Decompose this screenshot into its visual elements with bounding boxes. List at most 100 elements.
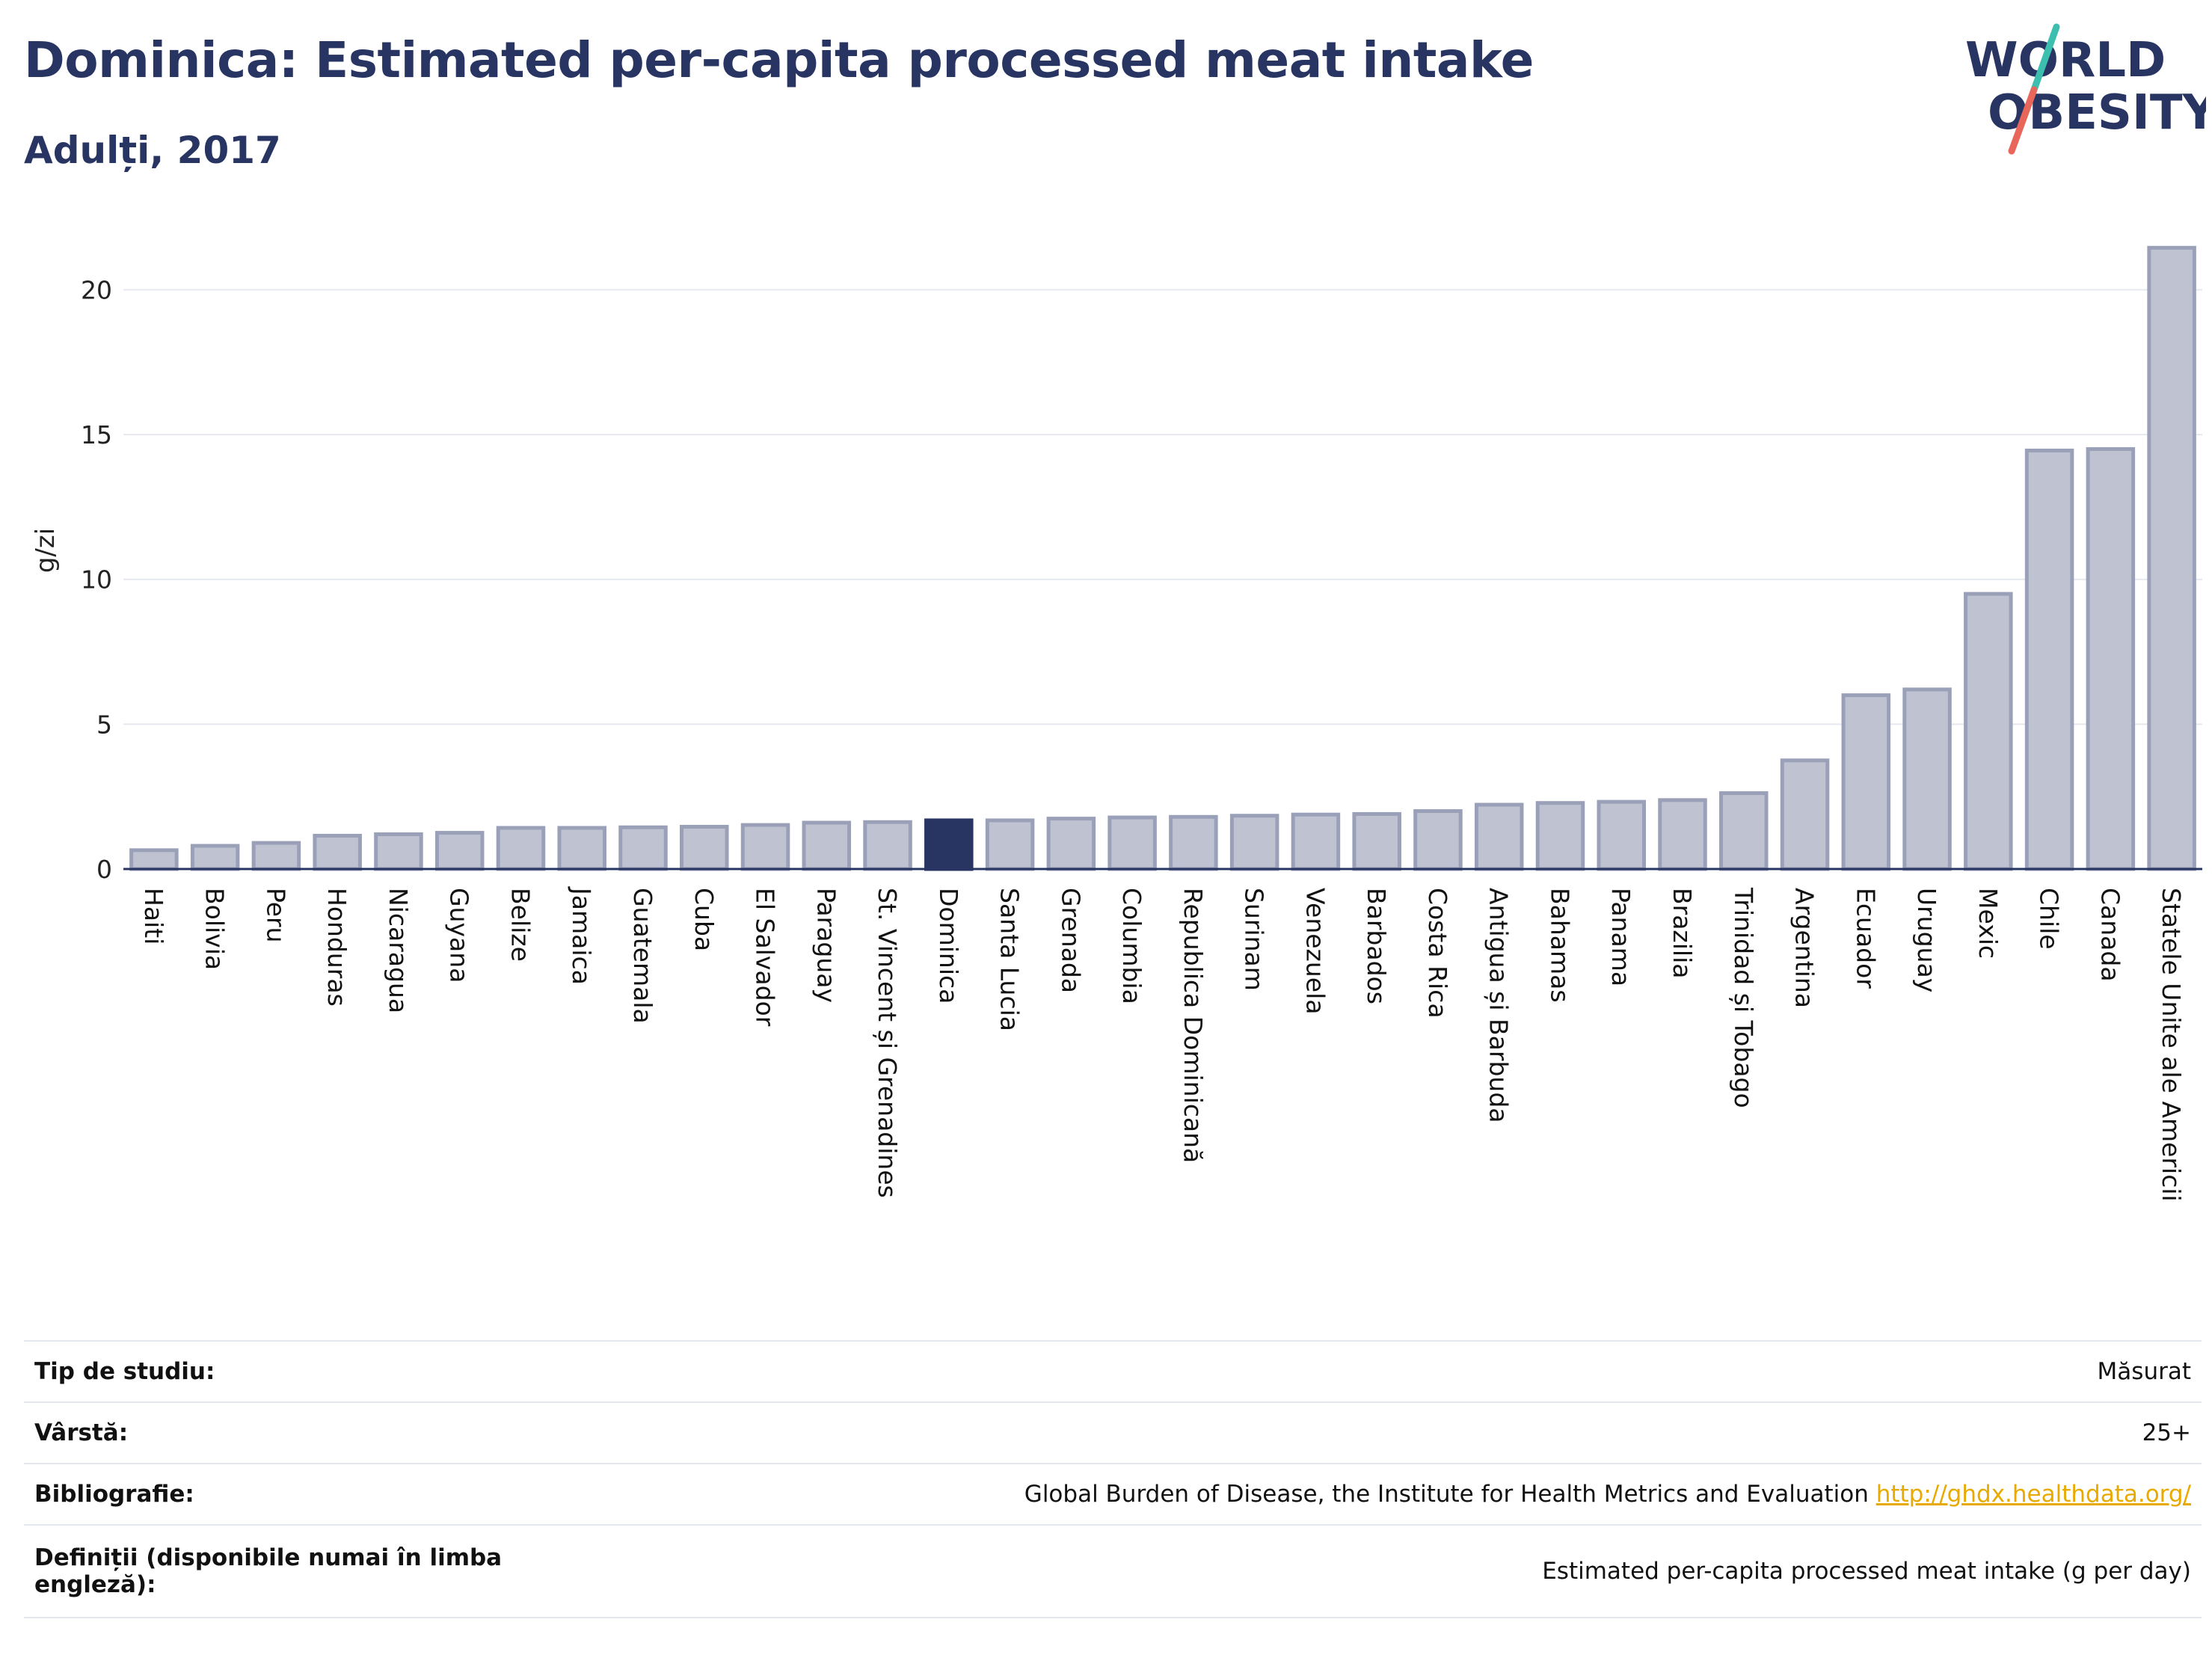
bar-costa-rica[interactable] (1413, 809, 1463, 871)
x-tick-label: Santa Lucia (995, 888, 1024, 1031)
info-key: Vârstă: (34, 1419, 129, 1446)
x-tick-label: Trinidad și Tobago (1729, 887, 1758, 1108)
bar-antigua-i-barbuda[interactable] (1474, 802, 1524, 871)
x-tick-label: Surinam (1240, 888, 1269, 991)
x-tick-label: Peru (261, 888, 290, 943)
bar-columbia[interactable] (1107, 815, 1157, 871)
info-row-age: Vârstă: 25+ (24, 1402, 2202, 1464)
axes: 0 5 10 15 20 g/zi (31, 275, 2202, 884)
info-value: Măsurat (2097, 1358, 2191, 1385)
info-key: Tip de studiu: (34, 1358, 215, 1385)
bar-jamaica[interactable] (557, 826, 606, 871)
y-tick-label: 5 (96, 710, 112, 739)
x-tick-label: Grenada (1056, 888, 1085, 993)
bar-panama[interactable] (1597, 799, 1646, 871)
bar-nicaragua[interactable] (374, 832, 423, 871)
x-tick-label: Belize (506, 888, 535, 962)
info-value-wrap: Global Burden of Disease, the Institute … (523, 1464, 2202, 1525)
world-obesity-logo: WORLD OBESITY (1965, 23, 2206, 155)
y-tick-label: 20 (81, 275, 112, 304)
bar-brazilia[interactable] (1658, 798, 1707, 871)
bar-venezuela[interactable] (1291, 812, 1341, 871)
bar-bahamas[interactable] (1535, 801, 1585, 871)
chart-subtitle: Adulți, 2017 (24, 129, 281, 172)
x-tick-label: Jamaica (567, 886, 596, 985)
x-tick-label: St. Vincent și Grenadines (873, 888, 902, 1198)
bar-el-salvador[interactable] (740, 823, 790, 871)
y-axis-label: g/zi (31, 528, 61, 573)
x-tick-label: Barbados (1362, 888, 1391, 1004)
info-row-study-type: Tip de studiu: Măsurat (24, 1341, 2202, 1402)
bar-surinam[interactable] (1229, 814, 1279, 871)
x-tick-label: Mexic (1973, 888, 2003, 959)
x-tick-label: Panama (1606, 888, 1635, 986)
x-tick-label: Statele Unite ale Americii (2157, 888, 2186, 1202)
info-value: 25+ (2142, 1419, 2191, 1446)
logo-word-world: WORLD (1965, 33, 2166, 88)
x-tick-label: Ecuador (1851, 888, 1880, 989)
bar-bolivia[interactable] (190, 844, 240, 871)
logo-slash-coral (2008, 86, 2038, 155)
y-tick-label: 15 (81, 420, 112, 449)
x-tick-label: Cuba (689, 888, 719, 951)
x-tick-label: Uruguay (1912, 888, 1941, 992)
bar-uruguay[interactable] (1902, 687, 1952, 871)
x-tick-label: Guyana (445, 888, 474, 983)
x-tick-label: Argentina (1790, 888, 1819, 1008)
x-tick-label: Nicaragua (384, 888, 413, 1013)
info-table: Tip de studiu: Măsurat Vârstă: 25+ Bibli… (24, 1340, 2202, 1618)
bar-dominica[interactable] (924, 818, 974, 871)
x-tick-label: Honduras (322, 888, 351, 1007)
bar-argentina[interactable] (1780, 758, 1830, 871)
bar-ecuador[interactable] (1841, 693, 1891, 871)
bar-honduras[interactable] (313, 833, 362, 871)
bar-peru[interactable] (251, 841, 301, 871)
bar-santa-lucia[interactable] (985, 818, 1035, 871)
logo-slash-teal (2030, 23, 2060, 93)
bar-cuba[interactable] (680, 824, 729, 871)
bar-guyana[interactable] (434, 831, 485, 871)
y-tick-label: 0 (96, 855, 112, 884)
bar-trinidad-i-tobago[interactable] (1719, 791, 1769, 871)
x-tick-label: Canada (2095, 888, 2125, 982)
category-labels: Haiti Bolivia Peru Honduras Nicaragua Guyana B… (139, 886, 2186, 1202)
bar-haiti[interactable] (129, 848, 179, 871)
gridlines (123, 289, 2202, 725)
x-tick-label: Antigua și Barbuda (1484, 888, 1514, 1123)
info-row-bibliography: Bibliografie: Global Burden of Disease, … (24, 1464, 2202, 1525)
bar-grenada[interactable] (1046, 817, 1096, 871)
bar-barbados[interactable] (1352, 811, 1401, 871)
source-link[interactable]: http://ghdx.healthdata.org/ (1875, 1481, 2191, 1508)
x-tick-label: Bolivia (200, 888, 230, 970)
x-tick-label: Paraguay (811, 888, 841, 1003)
bar-paraguay[interactable] (802, 820, 852, 871)
x-tick-label: Columbia (1117, 888, 1146, 1004)
x-tick-label: Brazilia (1668, 888, 1697, 978)
x-tick-label: Costa Rica (1423, 888, 1452, 1019)
bar-republica-dominican-[interactable] (1169, 814, 1218, 871)
x-tick-label: Dominica (934, 888, 963, 1004)
x-tick-label: Venezuela (1300, 888, 1330, 1014)
x-tick-label: El Salvador (751, 888, 780, 1027)
bars (129, 245, 2196, 871)
bar-mexic[interactable] (1964, 592, 2013, 871)
info-key: Definiții (disponibile numai în limba en… (34, 1544, 503, 1598)
y-tick-label: 10 (81, 565, 112, 595)
info-key: Bibliografie: (34, 1481, 194, 1508)
bar-guatemala[interactable] (618, 825, 668, 871)
bar-belize[interactable] (496, 826, 546, 871)
bar-st-vincent-i-grenadines[interactable] (863, 820, 912, 871)
info-row-definitions: Definiții (disponibile numai în limba en… (24, 1525, 2202, 1618)
bar-chile[interactable] (2024, 448, 2074, 871)
bar-chart: 0 5 10 15 20 g/zi Haiti Bolivia Peru Honduras Nic… (31, 245, 2202, 1202)
bar-canada[interactable] (2086, 446, 2136, 871)
x-tick-label: Bahamas (1545, 888, 1574, 1003)
info-value: Estimated per-capita processed meat inta… (1542, 1558, 2191, 1585)
x-tick-label: Guatemala (628, 888, 657, 1024)
chart-title: Dominica: Estimated per-capita processed… (24, 31, 1534, 89)
x-tick-label: Haiti (139, 888, 168, 945)
x-tick-label: Chile (2035, 888, 2064, 950)
x-tick-label: Republica Dominicană (1179, 888, 1208, 1163)
info-value: Global Burden of Disease, the Institute … (1024, 1481, 1869, 1508)
bar-statele-unite-ale-americii[interactable] (2147, 245, 2196, 871)
